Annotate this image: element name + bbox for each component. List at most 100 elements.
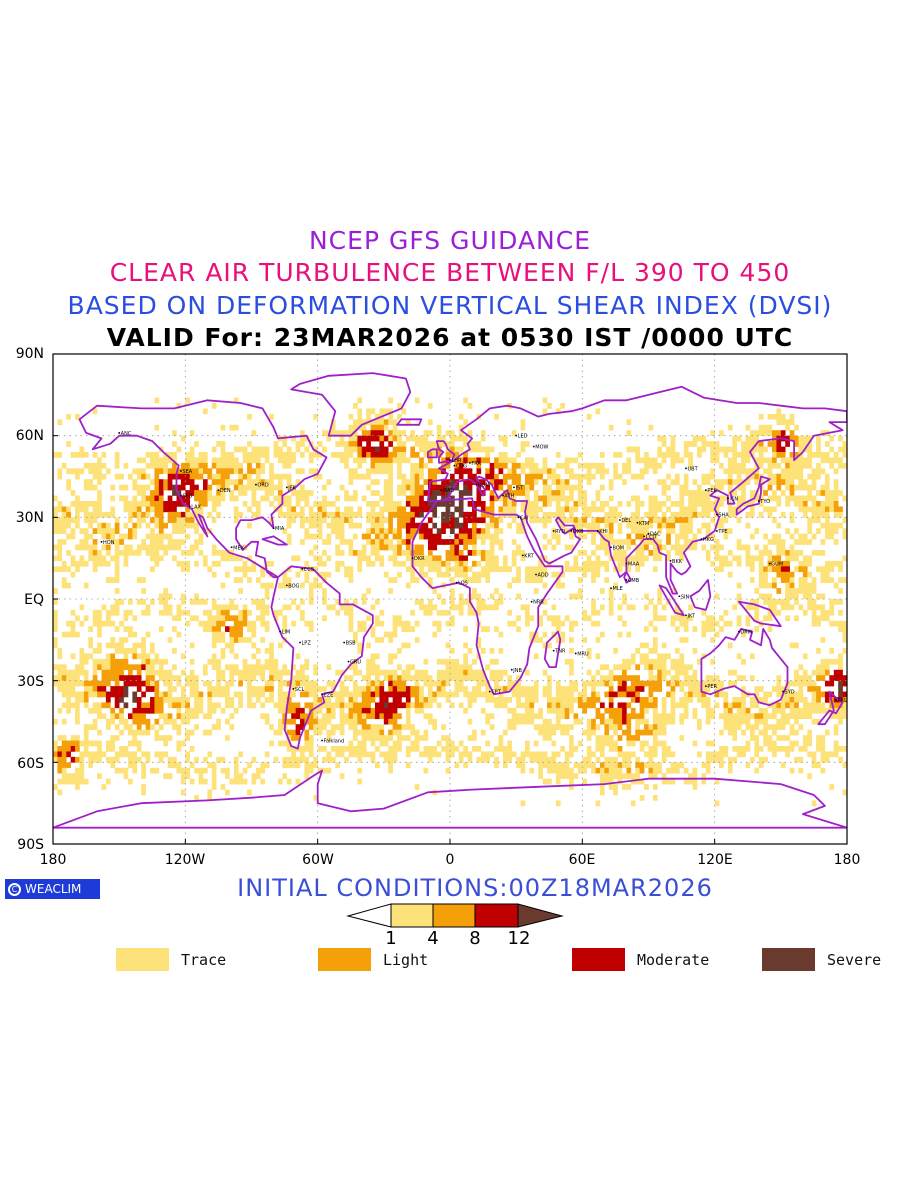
turbulence-cell (352, 729, 358, 736)
turbulence-cell (277, 740, 283, 747)
turbulence-cell (480, 506, 486, 513)
turbulence-cell (189, 430, 195, 436)
turbulence-cell (688, 495, 693, 502)
turbulence-cell (220, 441, 226, 447)
turbulence-cell (370, 419, 376, 426)
turbulence-cell (114, 577, 120, 583)
turbulence-cell (807, 593, 813, 600)
turbulence-cell (370, 511, 376, 518)
turbulence-cell (802, 462, 808, 469)
turbulence-cell (516, 473, 521, 480)
turbulence-cell (198, 620, 204, 627)
turbulence-cell (150, 702, 155, 709)
turbulence-cell (679, 702, 685, 709)
turbulence-cell (304, 658, 310, 665)
turbulence-cell (176, 468, 182, 475)
turbulence-cell (524, 686, 530, 692)
turbulence-cell (180, 609, 186, 616)
turbulence-cell (798, 479, 804, 485)
turbulence-cell (269, 642, 274, 649)
turbulence-cell (639, 658, 645, 665)
turbulence-cell (772, 490, 777, 496)
turbulence-cell (445, 441, 451, 447)
turbulence-cell (450, 446, 455, 453)
turbulence-cell (802, 566, 808, 573)
turbulence-cell (202, 713, 208, 720)
turbulence-cell (304, 577, 310, 583)
turbulence-cell (454, 680, 460, 687)
turbulence-cell (83, 539, 89, 545)
turbulence-cell (692, 533, 698, 540)
turbulence-cell (573, 697, 579, 703)
turbulence-cell (101, 604, 107, 611)
turbulence-cell (736, 718, 742, 725)
turbulence-cell (202, 680, 208, 687)
turbulence-cell (339, 680, 345, 687)
turbulence-cell (436, 686, 442, 692)
turbulence-cell (458, 528, 464, 534)
turbulence-cell (101, 675, 107, 681)
turbulence-cell (666, 533, 671, 540)
turbulence-cell (361, 435, 367, 442)
turbulence-cell (216, 637, 221, 643)
turbulence-cell (789, 419, 795, 426)
turbulence-cell (741, 707, 746, 714)
turbulence-cell (185, 566, 191, 573)
turbulence-cell (370, 550, 376, 556)
turbulence-cell (458, 539, 464, 545)
turbulence-cell (419, 669, 424, 676)
turbulence-cell (410, 517, 416, 524)
turbulence-cell (639, 746, 645, 752)
turbulence-cell (824, 615, 830, 622)
turbulence-cell (463, 691, 468, 698)
turbulence-cell (295, 653, 301, 660)
turbulence-cell (463, 751, 468, 758)
turbulence-cell (741, 468, 746, 475)
turbulence-cell (207, 751, 213, 758)
turbulence-cell (833, 620, 839, 627)
turbulence-cell (388, 495, 393, 502)
turbulence-cell (705, 506, 711, 513)
turbulence-cell (172, 718, 177, 725)
turbulence-cell (83, 746, 89, 752)
turbulence-cell (480, 550, 486, 556)
turbulence-cell (335, 566, 341, 573)
turbulence-cell (674, 473, 680, 480)
turbulence-cell (392, 550, 398, 556)
turbulence-cell (277, 484, 283, 491)
turbulence-cell (61, 751, 67, 758)
turbulence-cell (538, 473, 543, 480)
turbulence-cell (357, 419, 363, 426)
turbulence-cell (405, 555, 411, 562)
turbulence-cell (763, 615, 768, 622)
turbulence-cell (304, 735, 310, 741)
turbulence-cell (202, 599, 208, 605)
turbulence-cell (410, 435, 416, 442)
turbulence-cell (754, 609, 760, 616)
turbulence-cell (75, 718, 80, 725)
turbulence-cell (277, 729, 283, 736)
turbulence-cell (127, 528, 133, 534)
turbulence-cell (176, 746, 182, 752)
turbulence-cell (472, 533, 477, 540)
turbulence-cell (555, 533, 561, 540)
turbulence-cell (158, 544, 164, 551)
turbulence-cell (516, 479, 521, 485)
turbulence-cell (582, 615, 588, 622)
turbulence-cell (194, 495, 199, 502)
turbulence-cell (524, 609, 530, 616)
turbulence-cell (833, 702, 839, 709)
turbulence-cell (564, 658, 570, 665)
turbulence-cell (291, 452, 296, 458)
turbulence-cell (599, 539, 605, 545)
turbulence-cell (198, 495, 204, 502)
turbulence-cell (75, 746, 80, 752)
turbulence-cell (366, 680, 371, 687)
turbulence-cell (494, 588, 499, 594)
turbulence-cell (163, 669, 168, 676)
turbulence-cell (520, 441, 526, 447)
turbulence-cell (705, 686, 711, 692)
turbulence-cell (458, 751, 464, 758)
turbulence-cell (176, 544, 182, 551)
turbulence-cell (163, 740, 168, 747)
